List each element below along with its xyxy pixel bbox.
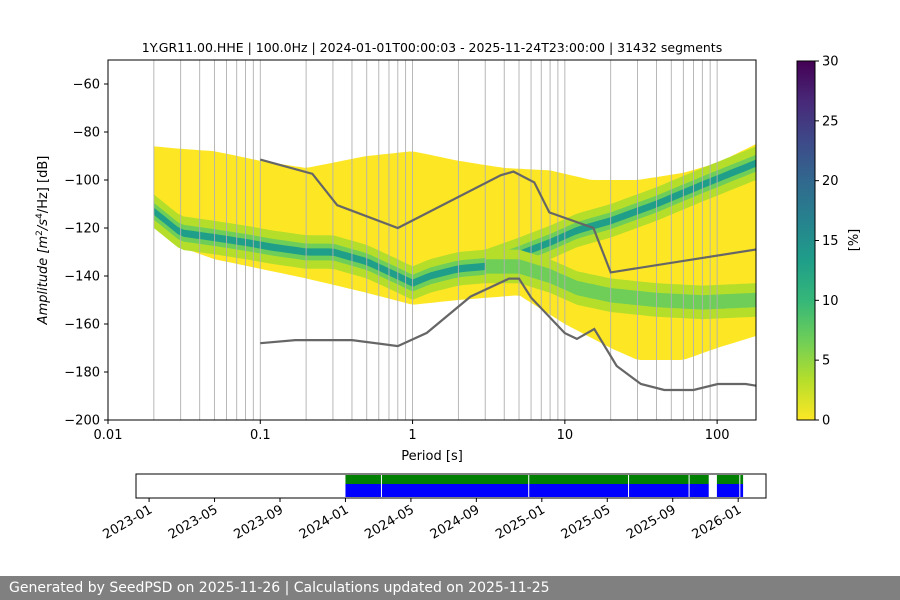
colorbar-tick-label: 5: [822, 354, 830, 369]
plot-frame: [107, 59, 757, 421]
timeline-tick-label: 2024-09: [428, 502, 483, 542]
x-tick-label: 10: [557, 428, 574, 443]
footer-text: Generated by SeedPSD on 2025-11-26 | Cal…: [9, 580, 550, 596]
availability-segment-top: [716, 475, 744, 484]
psd-mode-outer: [153, 146, 756, 300]
availability-segment-bottom: [716, 484, 744, 497]
timeline-tick-label: 2023-05: [166, 502, 221, 542]
timeline-ticks: 2023-01 2023-05 2023-09 2024-01 2024-05 2024-…: [101, 498, 745, 543]
x-tick-label: 1: [408, 428, 416, 443]
y-tick-label: −120: [64, 222, 100, 237]
colorbar: 0 5 10 15 20 25 30 [%]: [796, 55, 862, 429]
gridlines: [153, 60, 718, 420]
x-tick-label: 100: [705, 428, 730, 443]
x-tick-label: 0.1: [250, 428, 271, 443]
x-tick-label: 0.01: [94, 428, 123, 443]
timeline-tick-label: 2023-09: [231, 502, 286, 542]
noise-models: [260, 158, 756, 392]
timeline-tick-label: 2023-01: [101, 502, 156, 542]
colorbar-tick-label: 25: [822, 114, 839, 129]
timeline-tick-label: 2025-01: [493, 502, 548, 542]
data-availability-timeline: 2023-01 2023-05 2023-09 2024-01 2024-05 2024-…: [101, 473, 767, 543]
high-noise-model-line: [260, 158, 756, 274]
chart-title: 1Y.GR11.00.HHE | 100.0Hz | 2024-01-01T00…: [142, 40, 722, 55]
psd-mode-middle: [153, 154, 756, 292]
timeline-tick-label: 2025-05: [559, 502, 614, 542]
y-axis-ticks: −60 −80 −100 −120 −140 −160 −180 −200: [64, 78, 108, 429]
timeline-tick-label: 2024-01: [297, 502, 352, 542]
colorbar-tick-label: 30: [822, 55, 839, 70]
y-tick-label: −200: [64, 414, 100, 429]
colorbar-gradient: [796, 60, 816, 421]
y-tick-label: −80: [73, 126, 100, 141]
colorbar-tick-label: 0: [822, 414, 830, 429]
footer-bar: Generated by SeedPSD on 2025-11-26 | Cal…: [0, 576, 900, 600]
timeline-tick-label: 2026-01: [690, 502, 745, 542]
colorbar-tick-label: 20: [822, 174, 839, 189]
x-axis-ticks: 0.01 0.1 1 10 100: [94, 420, 730, 443]
availability-segment-bottom: [345, 484, 709, 497]
y-axis-label: Amplitude [m2/s4/Hz] [dB]: [35, 156, 51, 326]
y-tick-label: −140: [64, 270, 100, 285]
availability-bars: [345, 475, 744, 497]
y-tick-label: −180: [64, 366, 100, 381]
colorbar-label: [%]: [847, 229, 862, 252]
psd-mode-peak: [153, 159, 756, 287]
colorbar-tick-label: 15: [822, 234, 839, 249]
psd-lower-branch-core: [485, 259, 756, 310]
y-tick-label: −160: [64, 318, 100, 333]
timeline-tick-label: 2025-09: [624, 502, 679, 542]
colorbar-tick-label: 10: [822, 294, 839, 309]
x-axis-label: Period [s]: [401, 449, 463, 464]
low-noise-model-line: [260, 277, 756, 392]
timeline-tick-label: 2024-05: [362, 502, 417, 542]
colorbar-ticks: 0 5 10 15 20 25 30: [815, 55, 839, 429]
y-tick-label: −60: [73, 78, 100, 93]
psd-mode-band: [153, 146, 756, 320]
timeline-frame: [135, 473, 767, 499]
y-tick-label: −100: [64, 174, 100, 189]
figure: 1Y.GR11.00.HHE | 100.0Hz | 2024-01-01T00…: [35, 40, 862, 543]
ppsd-plot: 0.01 0.1 1 10 100 −60 −80 −100 −120 −140 −160 −180…: [64, 59, 757, 443]
availability-segment-top: [345, 475, 709, 484]
